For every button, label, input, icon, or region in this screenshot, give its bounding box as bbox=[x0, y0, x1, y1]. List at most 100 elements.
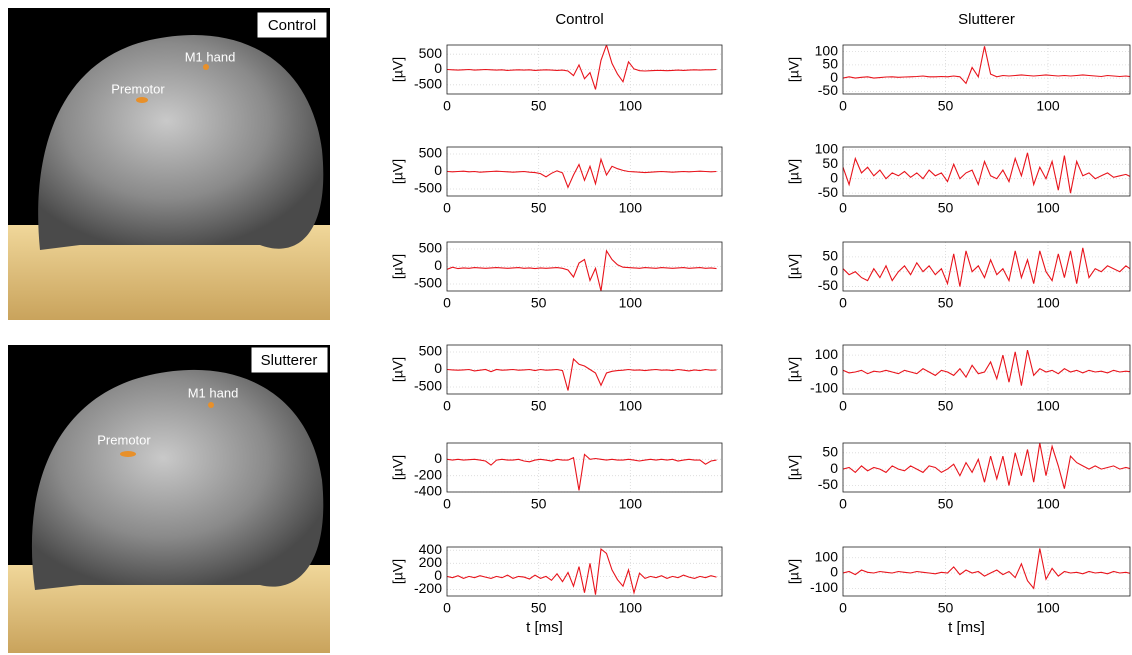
y-tick-label: 50 bbox=[822, 444, 838, 460]
x-tick-label: 50 bbox=[938, 600, 954, 616]
x-axis-label: t [ms] bbox=[948, 619, 985, 636]
image-label: Control bbox=[268, 17, 316, 34]
x-tick-label: 0 bbox=[839, 295, 847, 311]
x-tick-label: 50 bbox=[531, 398, 547, 414]
y-tick-label: 0 bbox=[434, 257, 442, 273]
x-tick-label: 100 bbox=[1036, 295, 1060, 311]
x-tick-label: 100 bbox=[619, 200, 643, 216]
emg-chart: 0501000-200-400[µV] bbox=[390, 443, 722, 512]
x-tick-label: 100 bbox=[619, 295, 643, 311]
y-tick-label: -100 bbox=[810, 380, 838, 396]
y-tick-label: -200 bbox=[414, 466, 442, 482]
page: Control M1 hand Premotor Slutterer M1 ha… bbox=[0, 0, 1132, 655]
x-tick-label: 100 bbox=[1036, 600, 1060, 616]
plot-area bbox=[843, 147, 1130, 196]
y-tick-label: 0 bbox=[434, 360, 442, 376]
x-tick-label: 0 bbox=[443, 295, 451, 311]
plot-area bbox=[447, 242, 722, 291]
y-tick-label: -50 bbox=[818, 184, 838, 200]
y-tick-label: -500 bbox=[414, 378, 442, 394]
x-tick-label: 0 bbox=[839, 200, 847, 216]
y-tick-label: 0 bbox=[434, 162, 442, 178]
annotation: Premotor bbox=[111, 81, 165, 96]
emg-chart: 0501005000-500[µV] bbox=[390, 145, 722, 216]
y-axis-label: [µV] bbox=[786, 57, 802, 82]
y-tick-label: 0 bbox=[434, 60, 442, 76]
x-axis-label: t [ms] bbox=[526, 619, 563, 636]
x-tick-label: 50 bbox=[531, 200, 547, 216]
y-axis-label: [µV] bbox=[390, 559, 406, 584]
plot-area bbox=[843, 45, 1130, 94]
x-tick-label: 100 bbox=[1036, 496, 1060, 512]
x-tick-label: 100 bbox=[1036, 98, 1060, 114]
emg-chart: 0501005000-500[µV] bbox=[390, 240, 722, 311]
x-tick-label: 50 bbox=[531, 98, 547, 114]
x-tick-label: 50 bbox=[531, 295, 547, 311]
annotation: M1 hand bbox=[188, 385, 239, 400]
y-axis-label: [µV] bbox=[390, 159, 406, 184]
x-tick-label: 50 bbox=[938, 496, 954, 512]
plot-area bbox=[447, 443, 722, 492]
figure: Control M1 hand Premotor Slutterer M1 ha… bbox=[0, 0, 1132, 655]
y-tick-label: -500 bbox=[414, 275, 442, 291]
y-axis-label: [µV] bbox=[786, 559, 802, 584]
x-tick-label: 0 bbox=[839, 496, 847, 512]
y-tick-label: -50 bbox=[818, 476, 838, 492]
y-tick-label: -500 bbox=[414, 76, 442, 92]
x-tick-label: 0 bbox=[839, 398, 847, 414]
x-tick-label: 50 bbox=[531, 496, 547, 512]
y-axis-label: [µV] bbox=[390, 57, 406, 82]
x-tick-label: 100 bbox=[1036, 200, 1060, 216]
x-tick-label: 50 bbox=[938, 398, 954, 414]
x-tick-label: 100 bbox=[619, 496, 643, 512]
y-tick-label: 0 bbox=[434, 450, 442, 466]
y-tick-label: 0 bbox=[830, 363, 838, 379]
x-tick-label: 0 bbox=[443, 98, 451, 114]
x-tick-label: 50 bbox=[938, 200, 954, 216]
y-axis-label: [µV] bbox=[786, 159, 802, 184]
y-tick-label: 500 bbox=[419, 145, 443, 161]
x-tick-label: 100 bbox=[619, 98, 643, 114]
y-tick-label: 500 bbox=[419, 343, 443, 359]
x-tick-label: 0 bbox=[443, 496, 451, 512]
y-axis-label: [µV] bbox=[390, 455, 406, 480]
annotation: Premotor bbox=[97, 432, 151, 447]
x-tick-label: 0 bbox=[443, 200, 451, 216]
x-tick-label: 0 bbox=[839, 98, 847, 114]
y-tick-label: -50 bbox=[818, 277, 838, 293]
y-tick-label: 500 bbox=[419, 240, 443, 256]
y-tick-label: 500 bbox=[419, 45, 443, 61]
x-tick-label: 0 bbox=[839, 600, 847, 616]
y-tick-label: 50 bbox=[822, 248, 838, 264]
x-tick-label: 0 bbox=[443, 600, 451, 616]
y-tick-label: -100 bbox=[810, 579, 838, 595]
column-title: Control bbox=[555, 11, 603, 28]
y-tick-label: 0 bbox=[830, 460, 838, 476]
y-tick-label: 0 bbox=[830, 262, 838, 278]
emg-chart: 050100100500-50[µV] bbox=[786, 141, 1132, 216]
y-axis-label: [µV] bbox=[390, 254, 406, 279]
x-tick-label: 50 bbox=[938, 98, 954, 114]
x-tick-label: 100 bbox=[1036, 398, 1060, 414]
y-tick-label: -200 bbox=[414, 580, 442, 596]
plot-area bbox=[447, 547, 722, 596]
y-tick-label: 100 bbox=[815, 548, 839, 564]
annotation: M1 hand bbox=[185, 49, 236, 64]
image-label: Slutterer bbox=[261, 352, 318, 369]
y-tick-label: -500 bbox=[414, 180, 442, 196]
brain-image: Control M1 hand Premotor bbox=[8, 8, 330, 320]
column-title: Slutterer bbox=[958, 11, 1015, 28]
y-axis-label: [µV] bbox=[786, 357, 802, 382]
emg-chart: 050100500-50[µV] bbox=[786, 242, 1132, 311]
x-tick-label: 50 bbox=[531, 600, 547, 616]
y-tick-label: 0 bbox=[830, 564, 838, 580]
y-tick-label: -50 bbox=[818, 82, 838, 98]
y-axis-label: [µV] bbox=[786, 254, 802, 279]
